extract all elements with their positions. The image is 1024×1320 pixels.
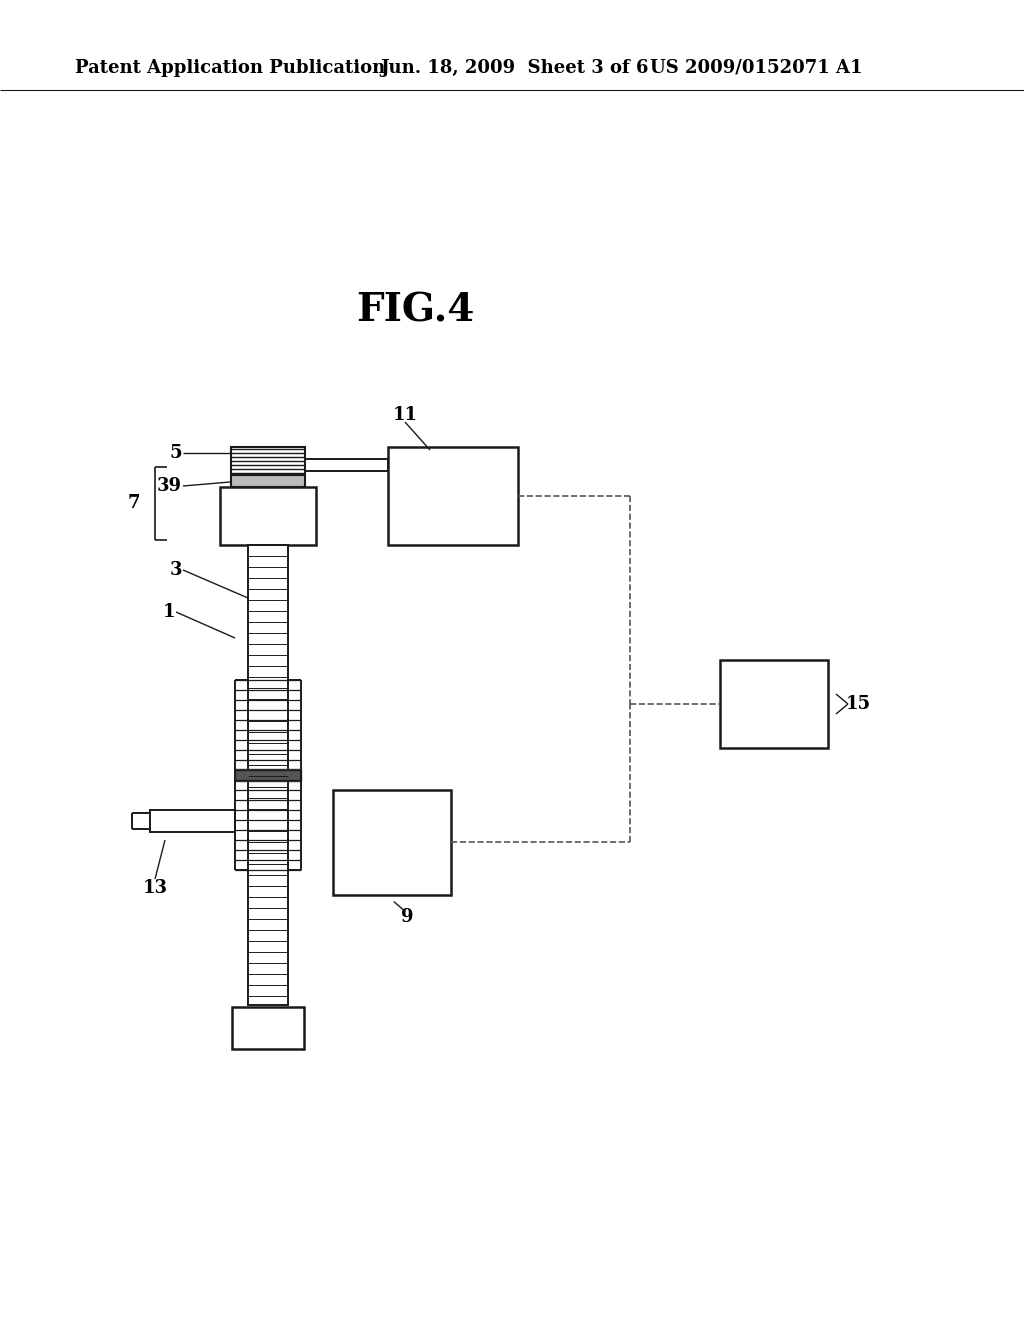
Bar [232,1007,304,1049]
Text: 1: 1 [163,603,175,620]
Text: FIG.4: FIG.4 [355,290,474,329]
Text: 3: 3 [170,561,182,579]
Bar [220,487,316,545]
Text: 13: 13 [142,879,168,898]
Text: Jun. 18, 2009  Sheet 3 of 6: Jun. 18, 2009 Sheet 3 of 6 [380,59,648,77]
Bar [248,545,288,1005]
Text: 15: 15 [846,696,870,713]
Bar [333,789,451,895]
Text: 5: 5 [169,444,182,462]
Text: 7: 7 [128,494,140,512]
Bar [231,475,305,487]
Bar [388,447,518,545]
Bar [234,770,301,781]
Bar [720,660,828,748]
Bar [231,447,305,475]
Text: US 2009/0152071 A1: US 2009/0152071 A1 [650,59,862,77]
Bar [150,810,234,832]
Bar [305,459,388,471]
Text: 39: 39 [157,477,182,495]
Text: Patent Application Publication: Patent Application Publication [75,59,385,77]
Text: 9: 9 [400,908,414,927]
Text: 11: 11 [392,407,418,424]
